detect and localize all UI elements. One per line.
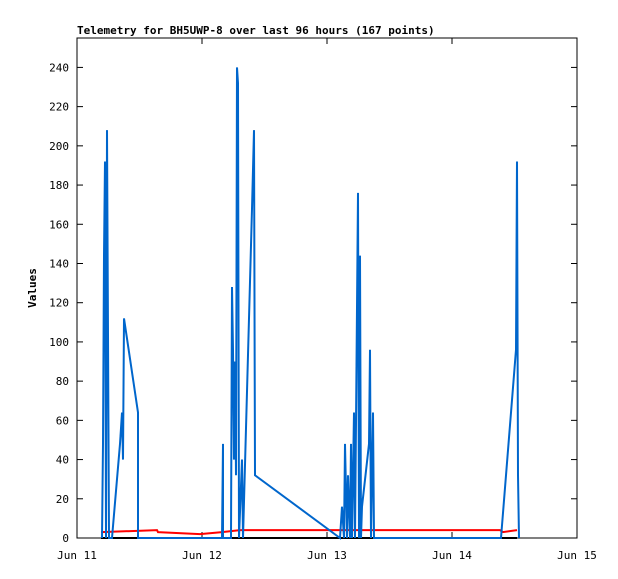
y-tick-label: 140 <box>49 257 69 270</box>
chart-title: Telemetry for BH5UWP-8 over last 96 hour… <box>77 24 435 37</box>
y-tick-label: 100 <box>49 336 69 349</box>
y-tick-label: 220 <box>49 101 69 114</box>
y-tick-label: 40 <box>56 454 69 467</box>
x-tick-label: Jun 11 <box>57 549 97 562</box>
y-tick-label: 160 <box>49 218 69 231</box>
x-tick-label: Jun 15 <box>557 549 597 562</box>
series-line <box>101 67 520 540</box>
y-axis-label: Values <box>26 268 39 308</box>
y-tick-label: 0 <box>62 532 69 545</box>
y-tick-label: 180 <box>49 179 69 192</box>
y-tick-label: 120 <box>49 297 69 310</box>
x-tick-label: Jun 12 <box>182 549 222 562</box>
x-tick-label: Jun 13 <box>307 549 347 562</box>
y-tick-label: 80 <box>56 375 69 388</box>
y-tick-label: 240 <box>49 61 69 74</box>
y-tick-label: 60 <box>56 414 69 427</box>
x-tick-label: Jun 14 <box>432 549 472 562</box>
y-tick-label: 200 <box>49 140 69 153</box>
y-tick-label: 20 <box>56 493 69 506</box>
